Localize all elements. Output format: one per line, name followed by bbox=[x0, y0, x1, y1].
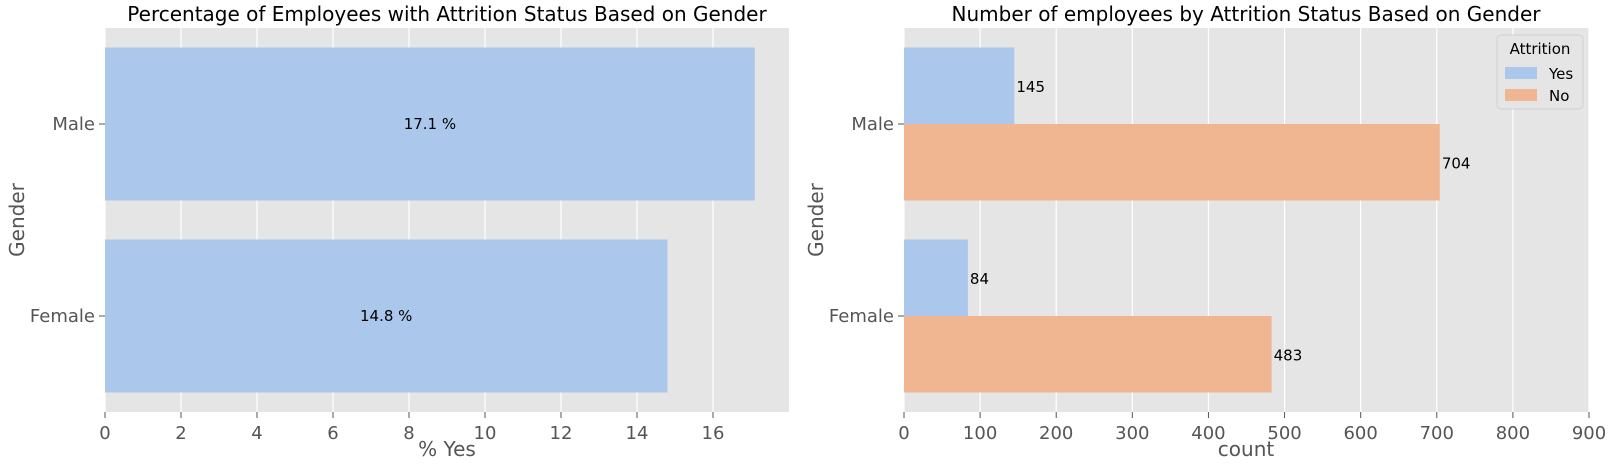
legend-swatch bbox=[1505, 89, 1537, 101]
legend-title: Attrition bbox=[1510, 40, 1571, 58]
x-tick-label: 0 bbox=[99, 423, 110, 444]
y-tick-label: Female bbox=[829, 306, 894, 327]
chart-title: Percentage of Employees with Attrition S… bbox=[127, 2, 767, 26]
bar bbox=[904, 239, 968, 316]
x-tick-label: 400 bbox=[1191, 423, 1225, 444]
x-tick-label: 6 bbox=[327, 423, 338, 444]
x-tick-label: 900 bbox=[1572, 423, 1606, 444]
bar bbox=[904, 124, 1440, 201]
y-axis-label: Gender bbox=[804, 182, 828, 256]
x-tick-label: 700 bbox=[1420, 423, 1454, 444]
legend-label: No bbox=[1549, 87, 1569, 105]
legend-swatch bbox=[1505, 67, 1537, 79]
x-tick-label: 12 bbox=[550, 423, 573, 444]
bar bbox=[105, 239, 668, 393]
y-tick-label: Male bbox=[52, 114, 95, 135]
x-tick-label: 16 bbox=[702, 423, 725, 444]
x-axis-label: % Yes bbox=[418, 437, 476, 461]
legend-label: Yes bbox=[1548, 65, 1573, 83]
x-tick-label: 8 bbox=[403, 423, 414, 444]
data-label: 17.1 % bbox=[404, 115, 456, 133]
bar bbox=[105, 47, 755, 201]
x-tick-label: 300 bbox=[1115, 423, 1149, 444]
x-tick-label: 200 bbox=[1039, 423, 1073, 444]
y-axis-label: Gender bbox=[5, 182, 29, 256]
data-label: 84 bbox=[970, 270, 989, 288]
chart-title: Number of employees by Attrition Status … bbox=[952, 2, 1542, 26]
x-tick-label: 100 bbox=[963, 423, 997, 444]
x-axis-label: count bbox=[1218, 437, 1275, 461]
bar bbox=[904, 47, 1015, 124]
data-label: 704 bbox=[1442, 154, 1471, 172]
y-tick-label: Male bbox=[851, 114, 894, 135]
x-tick-label: 500 bbox=[1267, 423, 1301, 444]
x-tick-label: 4 bbox=[251, 423, 262, 444]
data-label: 145 bbox=[1016, 78, 1045, 96]
x-tick-label: 600 bbox=[1343, 423, 1377, 444]
x-tick-label: 0 bbox=[898, 423, 909, 444]
x-tick-label: 10 bbox=[474, 423, 497, 444]
x-tick-label: 14 bbox=[626, 423, 649, 444]
y-tick-label: Female bbox=[30, 306, 95, 327]
data-label: 14.8 % bbox=[360, 307, 412, 325]
data-label: 483 bbox=[1274, 346, 1303, 364]
bar bbox=[904, 316, 1272, 393]
x-tick-label: 800 bbox=[1496, 423, 1530, 444]
x-tick-label: 2 bbox=[175, 423, 186, 444]
